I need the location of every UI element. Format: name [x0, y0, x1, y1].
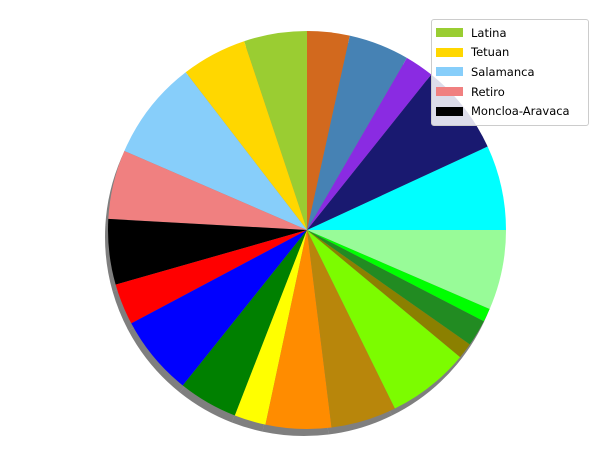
- pie-slice-9: [234, 230, 307, 425]
- legend-swatch: [436, 106, 463, 116]
- legend-item-retiro: Retiro: [432, 82, 588, 102]
- legend-item-salamanca: Salamanca: [432, 62, 588, 82]
- legend-label: Retiro: [471, 84, 505, 99]
- legend-swatch: [436, 47, 463, 57]
- legend-label: Salamanca: [471, 64, 535, 79]
- pie-slice-latina: [244, 31, 307, 230]
- pie-slice-10: [265, 230, 332, 430]
- pie-slice-16: [307, 230, 506, 309]
- legend-label: Latina: [471, 25, 507, 40]
- pie-slice-14: [307, 230, 484, 345]
- pie-slice-13: [307, 230, 470, 358]
- legend-item-moncloa-aravaca: Moncloa-Aravaca: [432, 101, 588, 121]
- pie-slice-17: [307, 146, 506, 230]
- legend-swatch: [436, 28, 463, 38]
- pie-slice-6: [115, 230, 307, 324]
- pie-slice-retiro: [108, 151, 307, 230]
- legend-swatch: [436, 87, 463, 97]
- legend-item-latina: Latina: [432, 23, 588, 43]
- pie-slice-15: [307, 230, 490, 322]
- legend-label: Tetuan: [471, 45, 510, 60]
- pie-slice-moncloa-aravaca: [108, 218, 307, 285]
- pie-slice-tetuan: [185, 41, 307, 231]
- pie-slice-19: [307, 57, 432, 231]
- pie-slice-salamanca: [124, 72, 307, 230]
- pie-slice-21: [307, 30, 350, 230]
- pie-slices: [108, 30, 506, 430]
- legend-label: Moncloa-Aravaca: [471, 104, 570, 119]
- pie-slice-8: [182, 230, 307, 416]
- pie-slice-12: [307, 230, 461, 409]
- chart-legend: Latina Tetuan Salamanca Retiro Moncloa-Arava…: [431, 19, 589, 126]
- legend-swatch: [436, 67, 463, 77]
- pie-slice-11: [307, 230, 395, 428]
- pie-slice-7: [131, 230, 307, 386]
- legend-item-tetuan: Tetuan: [432, 43, 588, 63]
- pie-slice-20: [307, 35, 407, 230]
